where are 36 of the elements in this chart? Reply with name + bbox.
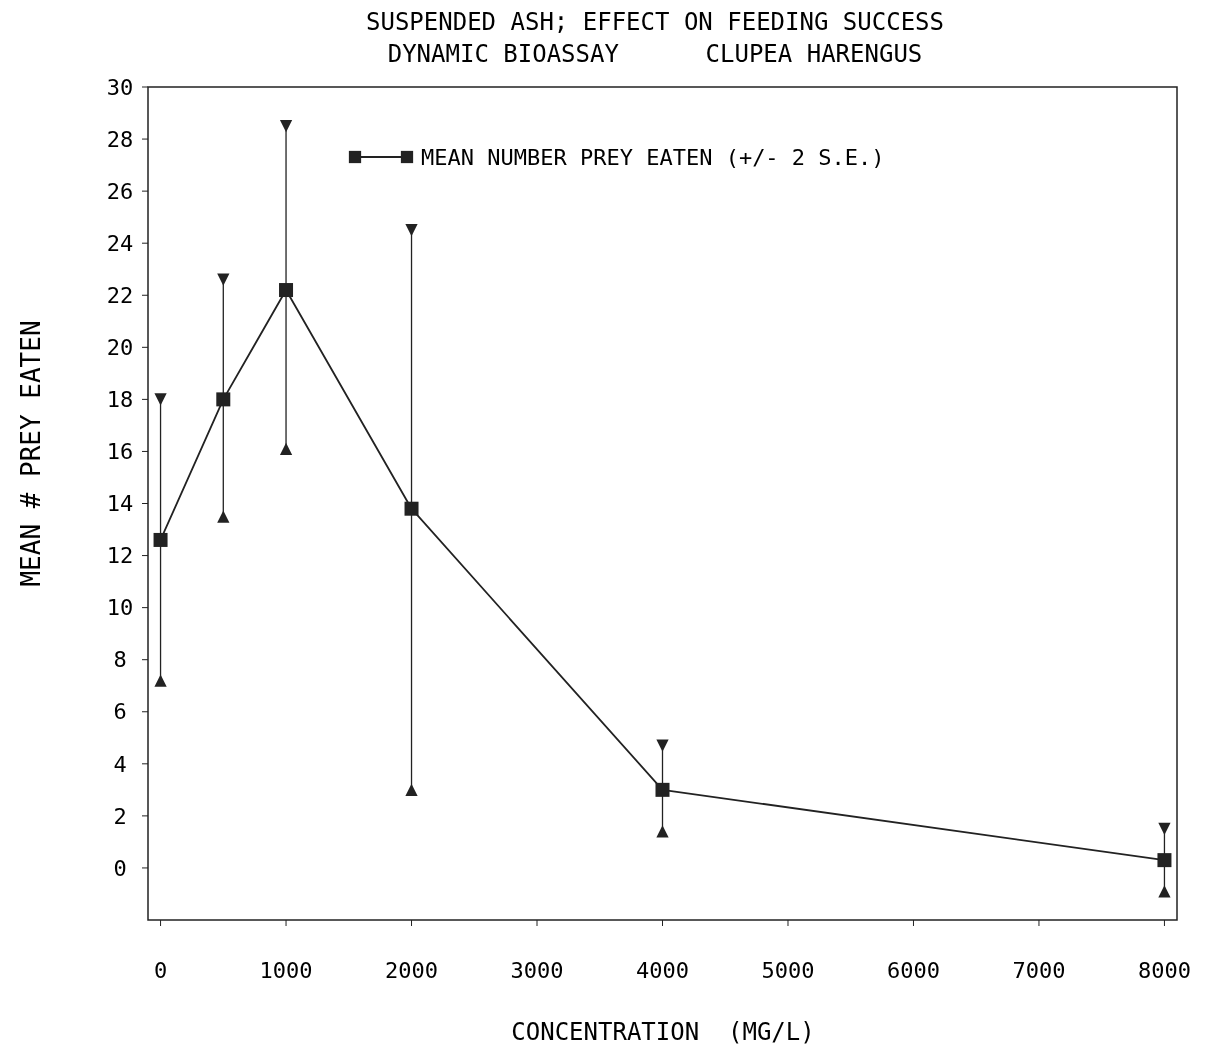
x-tick-label: 0 — [153, 958, 168, 983]
y-tick-label: 26 — [106, 178, 134, 204]
x-tick-label: 4000 — [636, 958, 689, 983]
y-tick-label: 18 — [106, 387, 134, 413]
y-tick-label: 2 — [113, 803, 127, 829]
x-axis-title: CONCENTRATION (MG/L) — [511, 1018, 815, 1046]
x-tick-label: 5000 — [761, 958, 815, 983]
y-tick-label: 6 — [113, 699, 127, 725]
point — [279, 283, 294, 298]
point — [404, 501, 419, 516]
x-tick-label: 8000 — [1137, 958, 1191, 983]
chart-subtitle: DYNAMIC BIOASSAY CLUPEA HARENGUS — [387, 40, 923, 68]
y-tick-label: 20 — [106, 335, 134, 361]
y-tick-label: 30 — [106, 74, 134, 100]
chart-title: SUSPENDED ASH; EFFECT ON FEEDING SUCCESS — [366, 8, 944, 36]
x-tick-label: 6000 — [886, 958, 940, 983]
y-tick-label: 24 — [106, 230, 134, 256]
point — [1157, 853, 1172, 868]
y-tick-label: 10 — [106, 595, 134, 621]
point — [655, 782, 670, 797]
y-axis-title: MEAN # PREY EATEN — [16, 320, 46, 587]
y-tick-label: 22 — [106, 282, 134, 308]
point — [216, 392, 231, 407]
y-tick-label: 8 — [113, 647, 127, 673]
x-tick-label: 2000 — [385, 958, 439, 983]
y-tick-label: 12 — [106, 543, 134, 569]
y-tick-label: 16 — [106, 439, 134, 465]
legend-label: MEAN NUMBER PREY EATEN (+/- 2 S.E.) — [421, 144, 885, 170]
y-tick-label: 0 — [113, 855, 127, 881]
x-tick-label: 3000 — [510, 958, 564, 983]
y-tick-label: 4 — [113, 751, 127, 777]
y-tick-label: 14 — [106, 491, 134, 517]
x-tick-label: 1000 — [259, 958, 313, 983]
x-tick-label: 7000 — [1012, 958, 1066, 983]
y-tick-label: 28 — [106, 126, 134, 152]
point — [153, 532, 168, 547]
